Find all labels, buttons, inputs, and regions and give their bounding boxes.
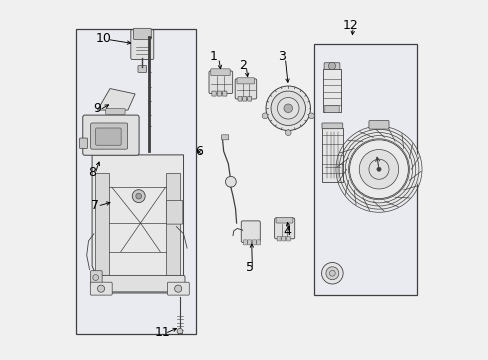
Text: 12: 12	[342, 19, 357, 32]
Circle shape	[368, 159, 388, 179]
FancyBboxPatch shape	[242, 96, 246, 101]
Polygon shape	[97, 89, 135, 110]
Circle shape	[97, 285, 104, 292]
FancyBboxPatch shape	[247, 96, 251, 101]
Circle shape	[284, 104, 292, 113]
FancyBboxPatch shape	[96, 128, 121, 145]
FancyBboxPatch shape	[82, 115, 139, 155]
Text: 3: 3	[278, 50, 285, 63]
FancyBboxPatch shape	[131, 30, 153, 59]
Circle shape	[321, 262, 343, 284]
Text: 6: 6	[195, 145, 203, 158]
Circle shape	[337, 128, 419, 211]
FancyBboxPatch shape	[217, 91, 221, 96]
FancyBboxPatch shape	[243, 240, 247, 245]
Circle shape	[376, 167, 380, 171]
FancyBboxPatch shape	[90, 282, 112, 295]
FancyBboxPatch shape	[90, 271, 102, 285]
Circle shape	[277, 98, 298, 119]
Circle shape	[359, 149, 398, 189]
FancyBboxPatch shape	[210, 69, 230, 76]
Circle shape	[132, 190, 145, 203]
Circle shape	[308, 113, 314, 119]
Text: 4: 4	[282, 225, 290, 238]
Bar	[94, 173, 109, 280]
FancyBboxPatch shape	[221, 135, 228, 140]
Bar	[76, 30, 196, 334]
Circle shape	[328, 62, 335, 69]
FancyBboxPatch shape	[324, 63, 339, 69]
FancyBboxPatch shape	[252, 240, 256, 245]
FancyBboxPatch shape	[167, 282, 189, 295]
FancyBboxPatch shape	[166, 201, 183, 224]
Circle shape	[329, 270, 335, 276]
Text: 10: 10	[96, 32, 112, 45]
Text: 8: 8	[88, 166, 96, 179]
Text: 9: 9	[93, 103, 101, 116]
Bar	[323, 69, 340, 112]
Text: 7: 7	[90, 199, 99, 212]
FancyBboxPatch shape	[80, 138, 87, 148]
FancyBboxPatch shape	[368, 121, 388, 129]
Circle shape	[325, 267, 338, 280]
FancyBboxPatch shape	[321, 123, 342, 129]
Circle shape	[136, 193, 142, 199]
FancyBboxPatch shape	[105, 109, 125, 114]
FancyBboxPatch shape	[324, 106, 339, 113]
Bar	[314, 44, 416, 295]
FancyBboxPatch shape	[235, 79, 256, 99]
Circle shape	[265, 86, 310, 131]
FancyBboxPatch shape	[241, 221, 260, 242]
FancyBboxPatch shape	[274, 218, 294, 239]
Circle shape	[174, 285, 182, 292]
FancyBboxPatch shape	[276, 217, 292, 223]
Text: 1: 1	[210, 50, 218, 63]
Polygon shape	[92, 155, 183, 293]
FancyBboxPatch shape	[133, 28, 151, 40]
Bar	[165, 173, 180, 280]
FancyBboxPatch shape	[237, 78, 254, 84]
Bar	[321, 128, 343, 182]
FancyBboxPatch shape	[222, 91, 226, 96]
Circle shape	[93, 275, 99, 280]
Text: 2: 2	[238, 59, 246, 72]
FancyBboxPatch shape	[286, 236, 290, 241]
Circle shape	[285, 130, 290, 135]
FancyBboxPatch shape	[238, 96, 242, 101]
FancyBboxPatch shape	[90, 123, 127, 149]
FancyBboxPatch shape	[247, 240, 251, 245]
Circle shape	[262, 113, 267, 119]
Circle shape	[177, 328, 183, 334]
FancyBboxPatch shape	[138, 66, 146, 72]
Text: 11: 11	[155, 326, 170, 339]
FancyBboxPatch shape	[211, 91, 216, 96]
Circle shape	[349, 140, 407, 199]
FancyBboxPatch shape	[208, 71, 232, 94]
FancyBboxPatch shape	[256, 240, 260, 245]
Circle shape	[270, 91, 305, 126]
FancyBboxPatch shape	[281, 236, 285, 241]
Circle shape	[225, 176, 236, 187]
FancyBboxPatch shape	[277, 236, 281, 241]
FancyBboxPatch shape	[94, 275, 184, 292]
Text: 5: 5	[246, 261, 254, 274]
